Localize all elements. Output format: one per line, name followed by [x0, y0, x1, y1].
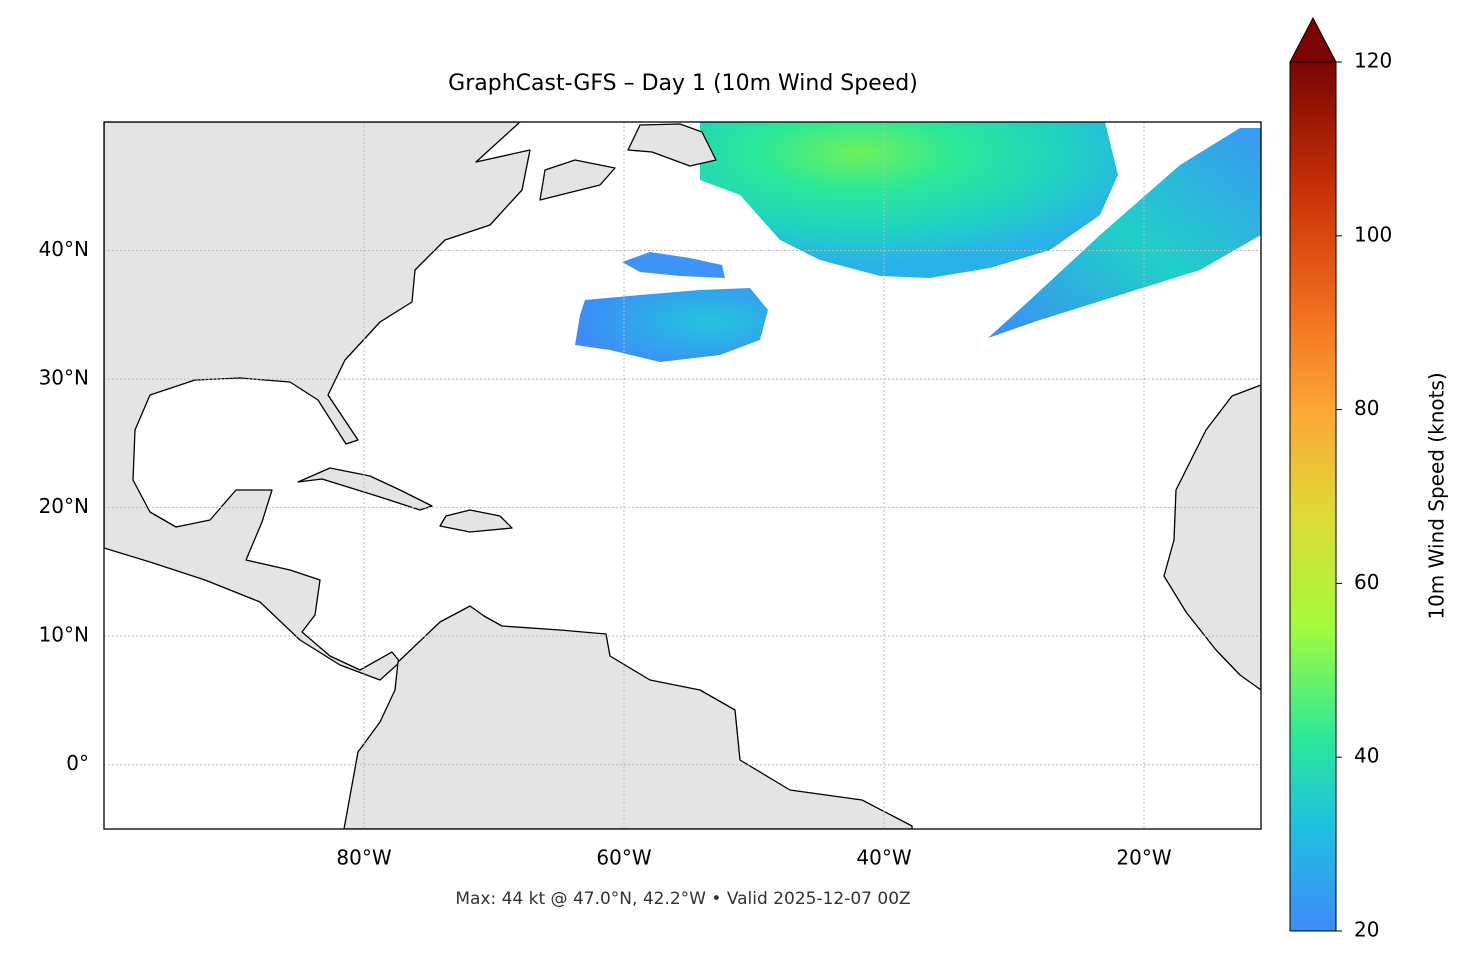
- colorbar-tick-label: 60: [1354, 570, 1379, 594]
- y-tick-label: 20°N: [39, 494, 89, 518]
- x-tick-label: 20°W: [1116, 846, 1171, 870]
- x-tick-label: 80°W: [336, 846, 391, 870]
- colorbar: 10m Wind Speed (knots) 20 40 60 80 100 120: [1289, 16, 1449, 942]
- map-area: [104, 122, 1261, 829]
- colorbar-tick-label: 80: [1354, 396, 1379, 420]
- colorbar-label: 10m Wind Speed (knots): [1425, 372, 1449, 619]
- y-tick-label: 0°: [66, 751, 89, 775]
- chart-title: GraphCast-GFS – Day 1 (10m Wind Speed): [448, 71, 918, 96]
- gridlines: [104, 122, 1261, 829]
- x-tick-label: 40°W: [856, 846, 911, 870]
- y-tick-label: 40°N: [39, 237, 89, 261]
- colorbar-tick-label: 100: [1354, 222, 1392, 246]
- colorbar-tick-label: 40: [1354, 744, 1379, 768]
- y-tick-label: 30°N: [39, 366, 89, 390]
- land: [104, 122, 1261, 829]
- colorbar-extend: [1289, 16, 1337, 63]
- colorbar-tick-label: 20: [1354, 918, 1379, 942]
- wind-field: [575, 122, 1261, 362]
- colorbar-scale: [1289, 61, 1337, 932]
- y-tick-label: 10°N: [39, 623, 89, 647]
- map-frame: [103, 121, 1262, 830]
- colorbar-tick-label: 120: [1354, 49, 1392, 73]
- x-tick-label: 60°W: [596, 846, 651, 870]
- footer: Max: 44 kt @ 47.0°N, 42.2°W • Valid 2025…: [455, 889, 910, 909]
